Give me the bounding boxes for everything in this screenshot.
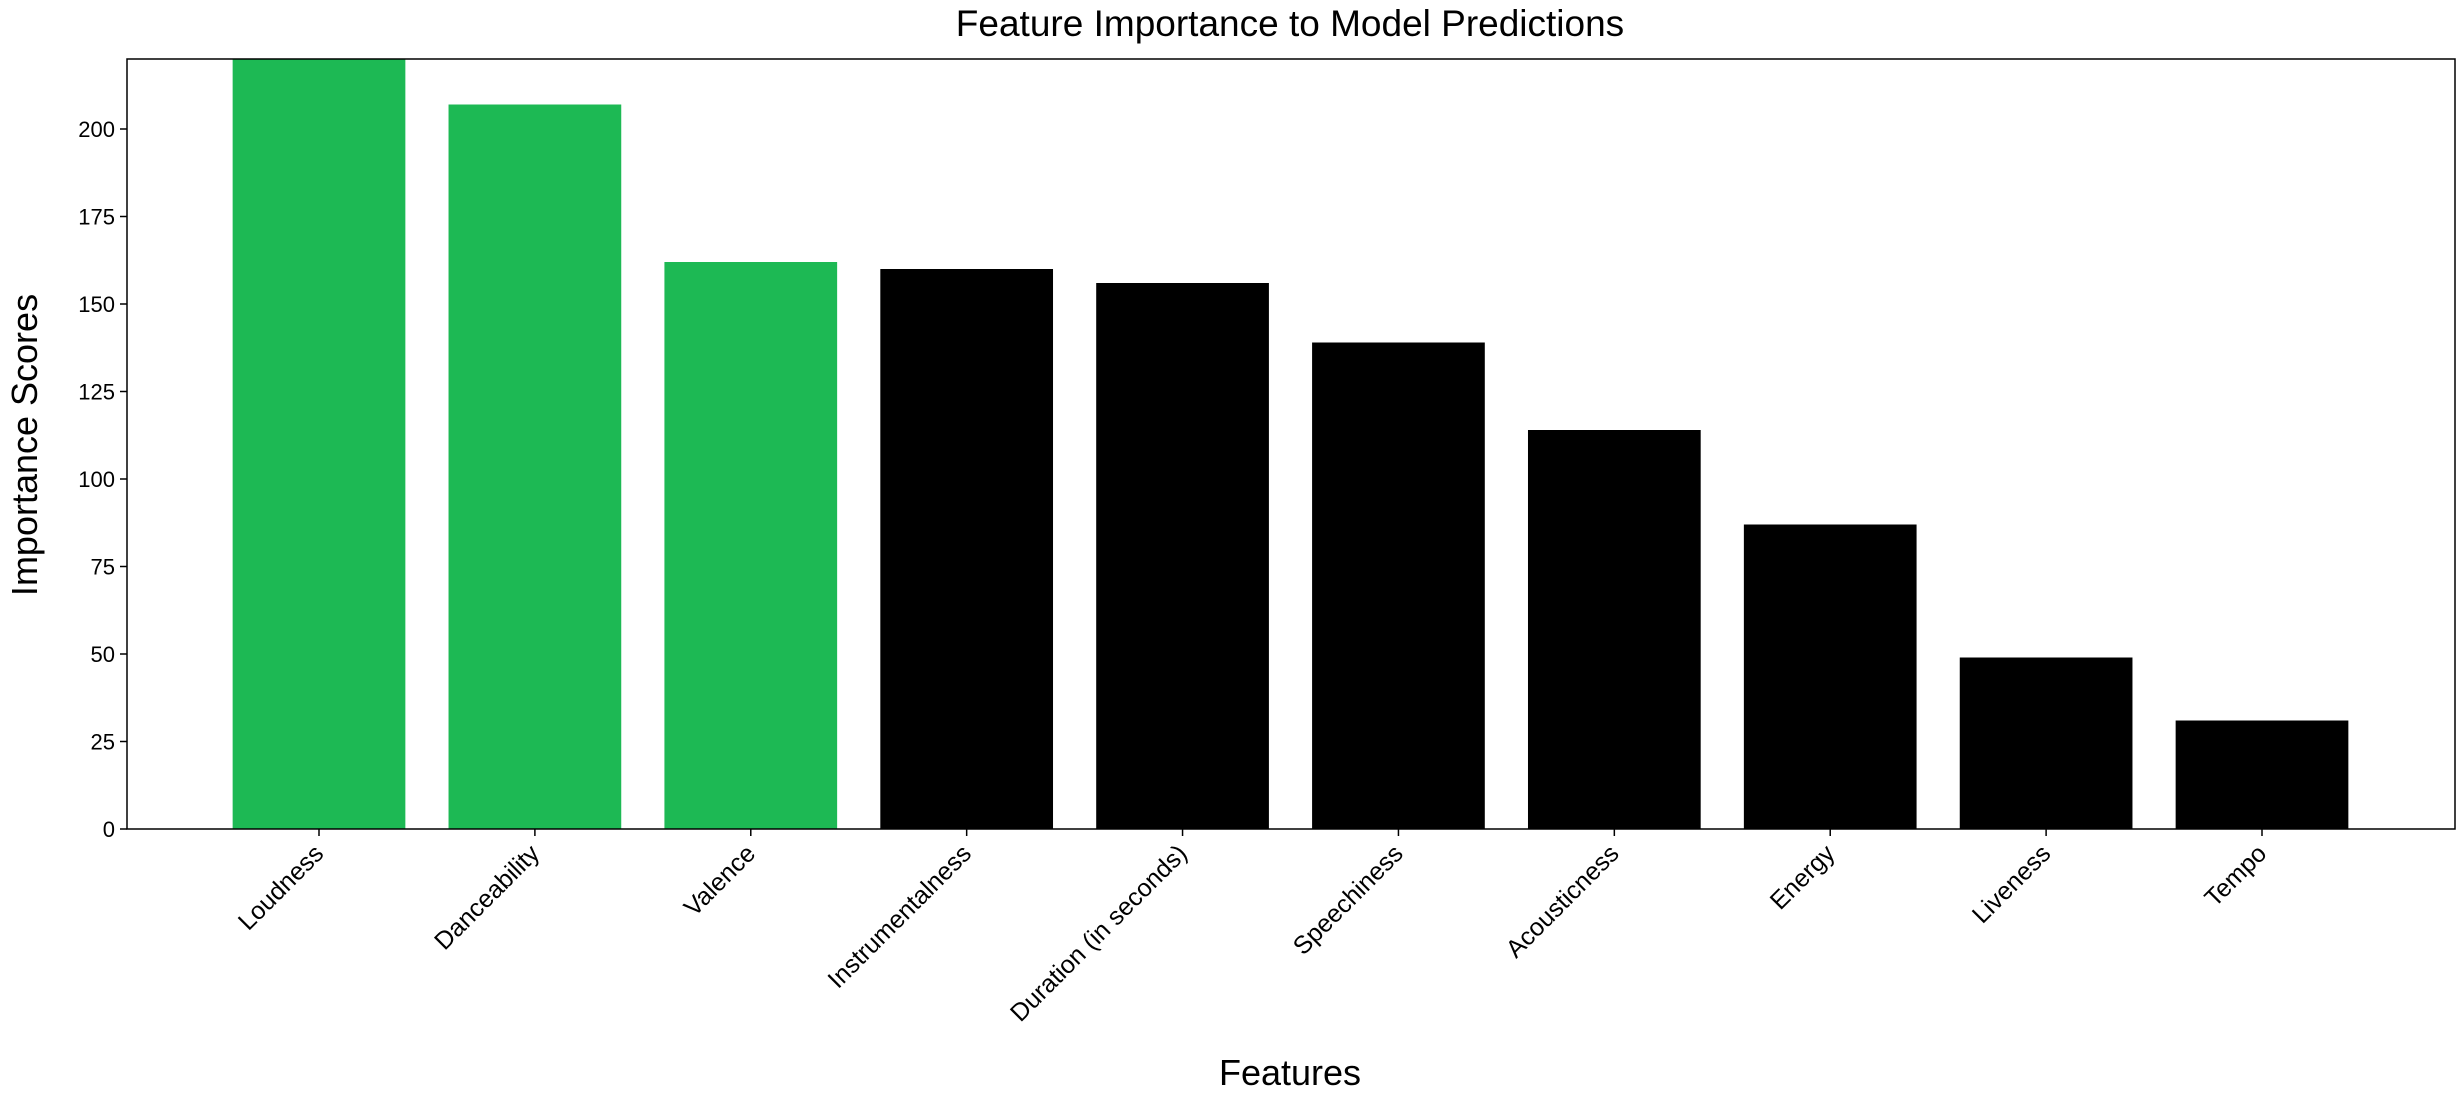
x-tick-label: Tempo <box>2199 839 2272 912</box>
y-tick-label: 25 <box>91 730 115 755</box>
x-tick-label: Instrumentalness <box>822 839 976 993</box>
x-tick-label: Valence <box>679 839 761 921</box>
x-tick-label: Liveness <box>1967 839 2057 929</box>
bar-liveness <box>1959 657 2133 829</box>
axes-frame <box>126 58 2456 830</box>
y-tick-label: 100 <box>78 467 115 492</box>
bar-loudness <box>232 59 406 829</box>
x-tick-label: Acousticness <box>1501 839 1625 963</box>
y-tick-label: 200 <box>78 117 115 142</box>
y-tick-label: 0 <box>103 817 115 842</box>
bar-danceability <box>448 104 622 829</box>
y-tick-label: 50 <box>91 642 115 667</box>
bar-tempo <box>2175 720 2349 829</box>
x-tick-label: Danceability <box>429 839 545 955</box>
x-tick-label: Energy <box>1765 839 1841 915</box>
y-tick-label: 175 <box>78 205 115 230</box>
y-axis: 0 25 50 75 100 125 150 175 200 <box>78 117 127 842</box>
bar-speechiness <box>1312 342 1485 829</box>
bar-instrumentalness <box>880 269 1054 829</box>
y-tick-label: 75 <box>91 555 115 580</box>
x-axis-label: Features <box>1219 1052 1361 1093</box>
y-tick-label: 150 <box>78 292 115 317</box>
chart-title: Feature Importance to Model Predictions <box>956 3 1624 44</box>
x-tick-label: Duration (in seconds) <box>1005 839 1193 1027</box>
x-tick-label: Speechiness <box>1288 839 1409 960</box>
bar-acousticness <box>1527 430 1701 829</box>
x-tick-label: Loudness <box>233 839 329 935</box>
y-axis-label: Importance Scores <box>4 294 45 596</box>
bar-energy <box>1743 524 1917 829</box>
plot-area <box>232 59 2349 829</box>
bar-valence <box>664 262 838 829</box>
x-axis: Loudness Danceability Valence Instrumentaln… <box>233 829 2272 1027</box>
y-tick-label: 125 <box>78 380 115 405</box>
bar-duration-in-seconds <box>1096 283 1269 829</box>
